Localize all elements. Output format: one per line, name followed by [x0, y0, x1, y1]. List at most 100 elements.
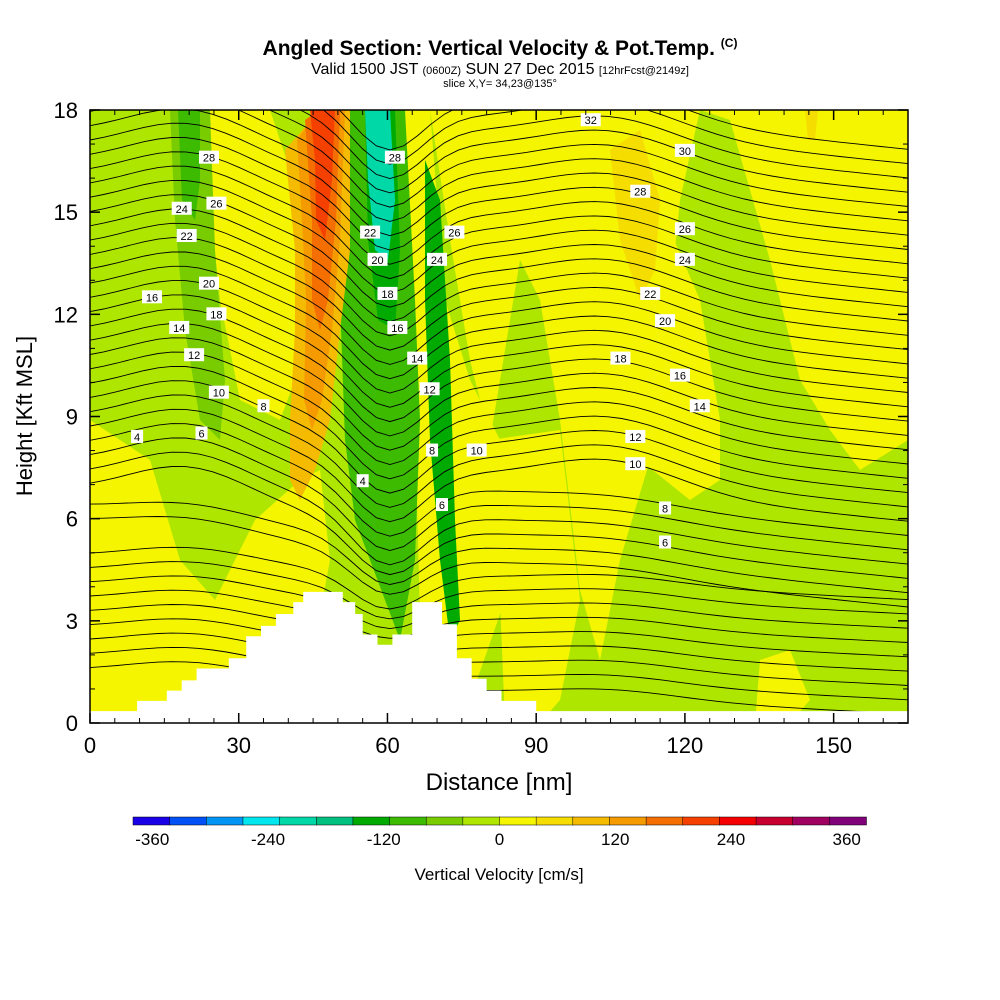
- chart-subtitle: Valid 1500 JST (0600Z) SUN 27 Dec 2015 […: [311, 61, 689, 78]
- isentrope-line: [90, 661, 908, 715]
- colorbar-swatch: [755, 816, 794, 826]
- colorbar-tick-label: 240: [717, 830, 745, 849]
- colorbar-swatch: [792, 816, 831, 826]
- colorbar-tick-label: -240: [251, 830, 285, 849]
- contour-label: 16: [146, 292, 158, 304]
- isentrope-line: [338, 110, 908, 151]
- colorbar-swatch: [682, 816, 721, 826]
- isentrope-line: [90, 604, 908, 658]
- colorbar-swatch: [645, 816, 684, 826]
- colorbar-tick-label: 0: [495, 830, 504, 849]
- contour-label-bg: [640, 286, 661, 300]
- contour-label-bg: [427, 252, 448, 266]
- contour-label-bg: [674, 143, 695, 157]
- isentrope-line: [90, 618, 908, 672]
- colorbar-label: Vertical Velocity [cm/s]: [414, 865, 583, 884]
- colorbar-swatch: [719, 816, 757, 826]
- colorbar-swatch: [572, 816, 611, 826]
- contour-label: 6: [439, 500, 445, 512]
- isentrope-line: [299, 110, 908, 179]
- isentrope-line: [90, 423, 908, 537]
- contour-label: 12: [188, 350, 200, 362]
- x-tick-label: 0: [84, 733, 96, 758]
- contour-label-bg: [580, 113, 601, 127]
- contour-label-bg: [625, 457, 646, 471]
- pot-temp-contours: [90, 110, 908, 715]
- isentrope-line: [90, 294, 908, 408]
- contour-label-bg: [176, 229, 197, 243]
- colorbar-swatch: [535, 816, 574, 826]
- contour-label-bg: [206, 196, 227, 210]
- title-units: (C): [720, 36, 738, 50]
- colorbar-swatch: [132, 816, 171, 826]
- contour-label: 16: [674, 371, 686, 383]
- isentrope-line: [90, 280, 908, 394]
- contour-label: 6: [198, 429, 204, 441]
- contour-label-bg: [655, 314, 676, 328]
- field-gold-top: [805, 110, 818, 140]
- contour-label-bg: [171, 201, 192, 215]
- field-yellow-right: [430, 110, 908, 660]
- isentrope-line: [90, 394, 908, 508]
- chart-title: Angled Section: Vertical Velocity & Pot.…: [262, 36, 738, 60]
- field-yellow-far: [755, 650, 810, 723]
- contour-label-bg: [419, 382, 440, 396]
- isentrope-line: [90, 179, 908, 294]
- contour-label: 12: [629, 432, 641, 444]
- contour-label: 22: [644, 289, 656, 301]
- contour-label: 26: [448, 228, 460, 240]
- isentrope-line: [90, 323, 908, 437]
- contour-label-bg: [367, 252, 388, 266]
- isentrope-line: [90, 110, 908, 208]
- contour-label: 12: [423, 384, 435, 396]
- contour-label: 30: [679, 146, 691, 158]
- contour-label: 10: [471, 446, 483, 458]
- contour-label: 8: [260, 401, 266, 413]
- contour-label-bg: [466, 443, 487, 457]
- contour-label-bg: [659, 535, 672, 549]
- contour-label: 16: [391, 323, 403, 335]
- contour-label: 10: [629, 459, 641, 471]
- isentrope-line: [90, 165, 908, 280]
- isentrope-line: [90, 437, 908, 551]
- isentrope-line: [90, 151, 908, 265]
- colorbar-swatch: [352, 816, 391, 826]
- y-tick-label: 12: [54, 302, 78, 327]
- colorbar-tick-label: -120: [367, 830, 401, 849]
- contour-label-bg: [669, 368, 690, 382]
- isentrope-line: [90, 575, 908, 630]
- contour-label-bg: [426, 443, 439, 457]
- contour-label: 26: [210, 199, 222, 211]
- isentrope-line: [90, 561, 908, 620]
- contour-label-bg: [387, 320, 408, 334]
- colorbar: -360 -240 -120 0 120 240 360: [132, 816, 867, 849]
- contour-label: 4: [134, 432, 140, 444]
- contour-label: 20: [203, 279, 215, 291]
- contour-labels: 28 24 26 22 20 16 18 14 12 10 8 6 4 28 22 26 20 24 18 16 14 1…: [131, 113, 710, 550]
- contour-label-bg: [674, 222, 695, 236]
- colorbar-tick-label: -360: [135, 830, 169, 849]
- contour-label: 14: [694, 401, 706, 413]
- colorbar-swatch: [609, 816, 647, 826]
- isentrope-line: [90, 646, 908, 701]
- contour-label: 18: [614, 354, 626, 366]
- contour-label-bg: [625, 429, 646, 443]
- isentrope-line: [90, 110, 908, 222]
- colorbar-tick-label: 360: [833, 830, 861, 849]
- isentrope-line: [90, 265, 908, 380]
- contour-label-bg: [674, 252, 695, 266]
- contour-label-bg: [206, 307, 227, 321]
- y-tick-label: 6: [66, 507, 78, 532]
- contour-label-bg: [384, 150, 405, 164]
- isentrope-line: [90, 501, 908, 594]
- isentrope-line: [90, 208, 908, 322]
- contour-label: 24: [431, 255, 443, 267]
- isentrope-line: [268, 110, 908, 194]
- isentrope-line: [90, 337, 908, 451]
- isentrope-line: [90, 351, 908, 465]
- contour-label-bg: [356, 474, 369, 488]
- contour-label: 14: [173, 323, 185, 335]
- isentrope-line: [90, 466, 908, 579]
- slice-info: slice X,Y= 34,23@135°: [443, 78, 557, 90]
- y-tick-label: 18: [54, 98, 78, 123]
